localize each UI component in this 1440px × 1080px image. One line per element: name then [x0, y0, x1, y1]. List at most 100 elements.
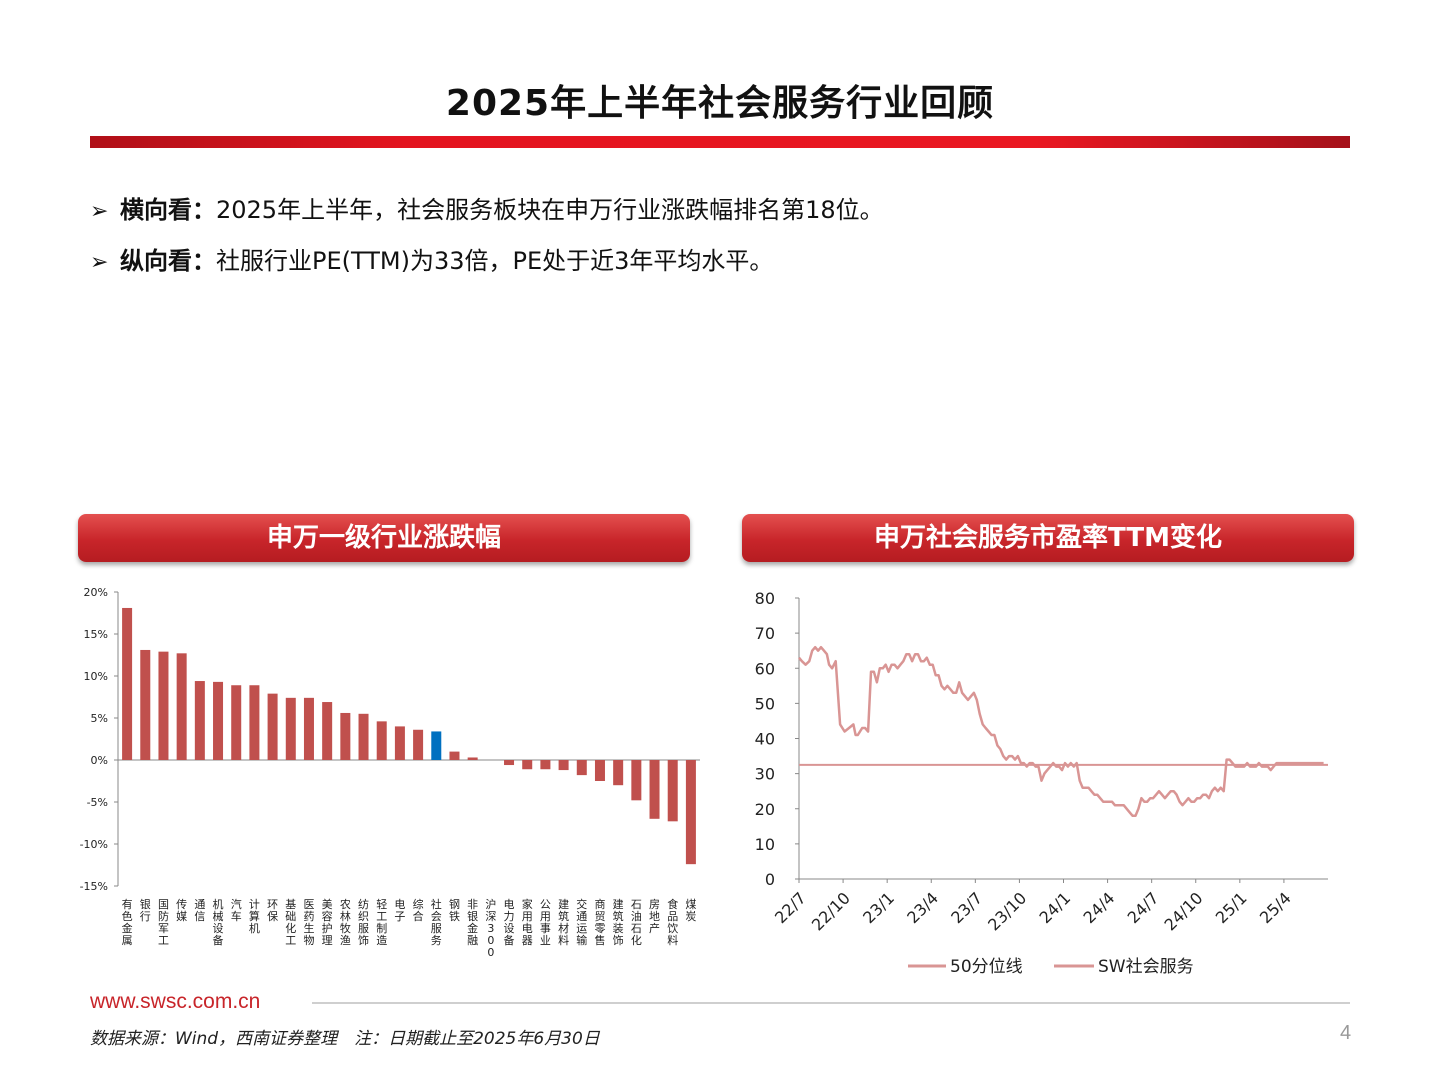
bullet-vertical: ➢ 纵向看：社服行业PE(TTM)为33倍，PE处于近3年平均水平。: [90, 241, 773, 276]
x-category-label: 商贸零售: [594, 897, 605, 947]
x-category-label: 电力设备: [504, 898, 515, 947]
arrow-bullet-icon: ➢: [90, 250, 109, 275]
bar-食品饮料: [667, 760, 678, 822]
y-tick-label: 0: [765, 870, 775, 889]
x-category-label: 公用事业: [540, 898, 551, 947]
bar-电力设备: [504, 760, 515, 766]
line-chart-header: 申万社会服务市盈率TTM变化: [742, 514, 1354, 562]
y-tick-label: 20: [755, 800, 775, 819]
bar-机械设备: [213, 681, 224, 760]
y-tick-label: 20%: [84, 586, 108, 599]
pe-ttm-line-chart: 0 10 20 30 40 50 60 70 80 22/722/10 23/1 23/4 23/723…: [755, 589, 1328, 977]
bar-基础化工: [285, 697, 296, 760]
bar-交通运输: [576, 760, 587, 776]
x-category-label: 国防军工: [158, 898, 169, 947]
x-tick-label: 23/1: [859, 888, 898, 927]
y-tick-label: -15%: [80, 880, 108, 893]
x-category-label: 综合: [413, 897, 424, 923]
bar-综合: [413, 729, 424, 760]
bullet-text: 社服行业PE(TTM)为33倍，PE处于近3年平均水平。: [216, 247, 774, 275]
bullet-text: 2025年上半年，社会服务板块在申万行业涨跌幅排名第18位。: [216, 196, 884, 224]
bar-非银金融: [467, 757, 478, 760]
bar-公用事业: [540, 760, 551, 770]
bar-煤炭: [685, 760, 696, 865]
y-tick-label: 40: [755, 730, 775, 749]
x-tick-label: 23/4: [903, 888, 942, 927]
x-category-label: 轻工制造: [376, 897, 387, 947]
bar-电子: [394, 726, 405, 760]
bar-社会服务: [431, 731, 442, 760]
x-tick-label: 25/4: [1256, 888, 1295, 927]
x-category-label: 纺织服饰: [358, 897, 369, 947]
x-category-label: 非银金融: [467, 898, 478, 947]
x-category-label: 石油石化: [631, 898, 642, 947]
x-tick-label: 25/1: [1212, 888, 1251, 927]
x-category-label: 社会服务: [431, 897, 442, 947]
footer-url: www.swsc.com.cn: [90, 990, 261, 1013]
bullet-horizontal: ➢ 横向看：2025年上半年，社会服务板块在申万行业涨跌幅排名第18位。: [90, 190, 884, 225]
bar-银行: [140, 649, 151, 760]
y-tick-label: -5%: [87, 796, 108, 809]
bullet-keyword: 横向看：: [120, 196, 216, 224]
bar-医药生物: [303, 697, 314, 760]
y-tick-label: 50: [755, 694, 775, 713]
x-category-label: 电子: [394, 898, 405, 923]
x-category-label: 沪深 3 0 0: [485, 897, 496, 958]
title-divider-bar: [90, 136, 1350, 148]
industry-return-bar-chart: 20% 15% 10% 5% 0% -5% -10% -15% 有色金属银行国防军工传媒通信机械…: [80, 586, 700, 958]
bar-轻工制造: [376, 721, 387, 760]
x-category-label: 传媒: [176, 898, 187, 923]
arrow-bullet-icon: ➢: [90, 199, 109, 224]
x-tick-label: 22/7: [771, 888, 810, 927]
bar-纺织服饰: [358, 713, 369, 760]
bar-有色金属: [122, 607, 133, 760]
x-category-label: 环保: [267, 898, 278, 923]
y-tick-label: 10: [755, 835, 775, 854]
x-category-label: 建筑材料: [558, 897, 569, 947]
footer-divider: [312, 1002, 1350, 1004]
x-category-label: 农林牧渔: [340, 897, 351, 947]
y-tick-label: 15%: [84, 628, 108, 641]
page-number: 4: [1340, 1022, 1352, 1044]
bar-国防军工: [158, 651, 169, 760]
x-category-label: 建筑装饰: [613, 897, 624, 947]
bullet-keyword: 纵向看：: [120, 247, 216, 275]
y-tick-label: 10%: [84, 670, 108, 683]
x-category-label: 钢铁: [449, 898, 460, 923]
x-category-label: 食品饮料: [667, 897, 678, 947]
x-tick-label: 24/1: [1035, 888, 1074, 927]
bar-计算机: [249, 685, 260, 760]
y-tick-label: -10%: [80, 838, 108, 851]
x-tick-label: 23/10: [984, 888, 1030, 934]
x-category-label: 机械设备: [213, 897, 224, 947]
x-category-label: 有色金属: [122, 897, 133, 947]
x-tick-label: 24/4: [1080, 888, 1119, 927]
bar-chart-header: 申万一级行业涨跌幅: [78, 514, 690, 562]
legend-label-median: 50分位线: [950, 957, 1023, 977]
x-tick-label: 24/7: [1124, 888, 1163, 927]
bar-通信: [194, 681, 205, 760]
bar-环保: [267, 693, 278, 760]
x-category-label: 煤炭: [685, 898, 696, 923]
x-category-label: 医药生物: [303, 898, 314, 947]
bar-家用电器: [522, 760, 533, 770]
x-tick-label: 24/10: [1161, 888, 1207, 934]
y-tick-label: 70: [755, 624, 775, 643]
x-category-label: 计算机: [249, 898, 260, 935]
bar-建筑材料: [558, 760, 569, 771]
x-category-label: 家用电器: [522, 897, 533, 947]
x-tick-label: 22/10: [808, 888, 854, 934]
x-category-label: 基础化工: [285, 898, 296, 947]
bar-美容护理: [322, 702, 333, 760]
bar-农林牧渔: [340, 712, 351, 760]
x-category-label: 银行: [140, 897, 151, 923]
bar-石油石化: [631, 760, 642, 801]
bar-传媒: [176, 653, 187, 760]
bar-商贸零售: [594, 760, 605, 781]
y-tick-label: 5%: [91, 712, 108, 725]
page-title: 2025年上半年社会服务行业回顾: [445, 83, 995, 124]
bar-建筑装饰: [613, 760, 624, 786]
bar-汽车: [231, 685, 242, 760]
x-tick-label: 23/7: [947, 888, 986, 927]
x-category-label: 房地产: [649, 898, 660, 935]
